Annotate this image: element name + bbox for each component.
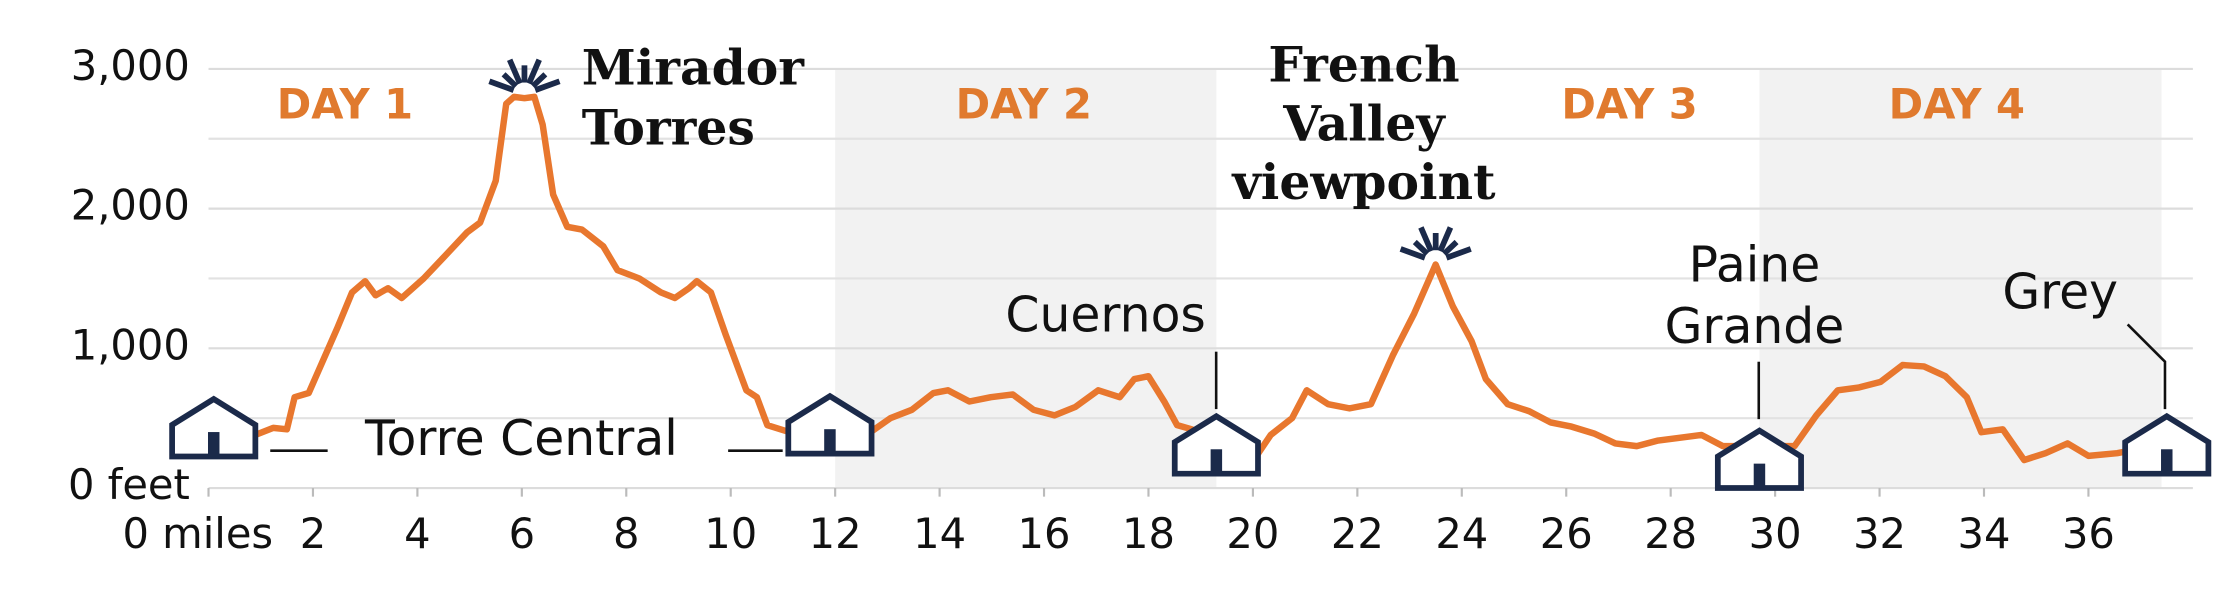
hut-label: Paine (1689, 236, 1821, 293)
hut-door (824, 429, 836, 454)
viewpoint-ray (1437, 226, 1454, 253)
x-tick-label: 28 (1644, 509, 1697, 558)
x-tick-label: 18 (1122, 509, 1175, 558)
viewpoint-ray (507, 58, 523, 85)
elevation-line (252, 93, 2129, 464)
x-tick-label: 16 (1018, 509, 1071, 558)
viewpoint-ray (1445, 246, 1472, 261)
viewpoint-icon (1399, 226, 1472, 261)
day-label: DAY 4 (1889, 80, 2025, 129)
x-tick-label: 8 (613, 509, 639, 558)
x-tick-label: 34 (1958, 509, 2011, 558)
leader-line (2126, 323, 2167, 410)
x-tick-label: 20 (1226, 509, 1279, 558)
x-tick-label: 22 (1331, 509, 1384, 558)
viewpoint-label: French (1268, 35, 1459, 93)
viewpoint-label: Valley (1282, 94, 1446, 152)
day-label: DAY 1 (277, 80, 413, 129)
viewpoint-label: Mirador (582, 38, 806, 96)
hut-door (1753, 463, 1766, 489)
hut-house (1171, 412, 1261, 477)
x-tick-label: 36 (2062, 509, 2115, 558)
y-tick-label: 3,000 (71, 41, 190, 90)
x-tick-label: 12 (809, 509, 862, 558)
hut-house (169, 395, 259, 460)
y-tick-label: 1,000 (71, 320, 190, 369)
y-tick-label: 2,000 (71, 181, 190, 230)
hut-door (207, 432, 220, 457)
hut-icon (1714, 427, 1804, 491)
day-label: DAY 2 (956, 80, 1092, 129)
x-tick-label: 4 (404, 509, 430, 558)
viewpoint-icon (488, 58, 561, 93)
x-tick-label: 10 (704, 509, 757, 558)
viewpoint-ray (1418, 226, 1434, 253)
hut-icon (169, 395, 259, 460)
viewpoint-ray (1399, 246, 1426, 261)
viewpoint-ray (526, 58, 542, 85)
viewpoint-label: viewpoint (1231, 153, 1496, 211)
hut-label: Grey (2002, 264, 2118, 321)
x-tick-label: 30 (1749, 509, 1802, 558)
x-tick-label: 6 (509, 509, 535, 558)
hut-house (2122, 412, 2212, 477)
viewpoint-ray (1412, 239, 1430, 256)
hut-icon (785, 392, 875, 457)
viewpoint-ray (488, 78, 515, 93)
hut-door (1210, 449, 1223, 474)
x-tick-label: 26 (1540, 509, 1593, 558)
hut-label: Torre Central (364, 410, 678, 467)
x-tick-label: 2 (300, 509, 326, 558)
hut-icon (1171, 412, 1261, 477)
viewpoint-ray (534, 78, 561, 93)
y-tick-label: 0 feet (68, 460, 190, 509)
viewpoint-ray (530, 72, 548, 89)
hut-house (785, 392, 875, 457)
hut-house (1714, 427, 1804, 491)
hut-icon (2122, 412, 2212, 477)
viewpoint-label: Torres (582, 99, 755, 157)
viewpoint-ray (501, 72, 519, 89)
x-tick-label: 32 (1853, 509, 1906, 558)
x-tick-label: 14 (913, 509, 966, 558)
viewpoint-ray (1442, 239, 1459, 256)
x-tick-label: 0 miles (122, 509, 273, 558)
hut-label: Grande (1665, 298, 1845, 355)
hut-label: Cuernos (1005, 287, 1205, 344)
x-tick-label: 24 (1435, 509, 1488, 558)
day-label: DAY 3 (1561, 80, 1697, 129)
hut-door (2161, 449, 2173, 474)
